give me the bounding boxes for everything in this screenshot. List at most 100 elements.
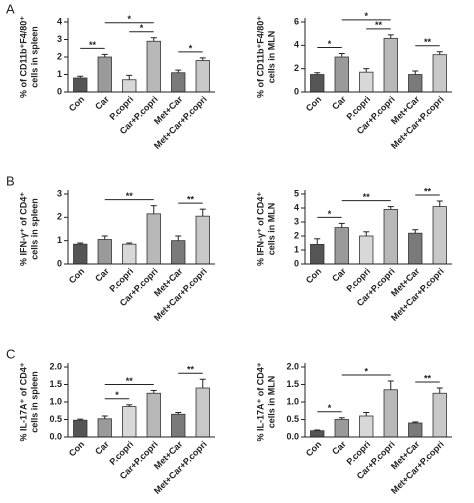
bar	[171, 72, 186, 93]
bar	[359, 235, 374, 265]
y-tick-label: 2.0	[49, 361, 62, 371]
x-tick-label: Car	[93, 94, 111, 112]
significance-label: **	[126, 376, 134, 386]
bar	[334, 56, 349, 93]
bar	[408, 422, 423, 438]
significance-label: **	[363, 192, 371, 202]
y-tick-label: 4	[294, 40, 299, 50]
bar	[310, 74, 325, 93]
bar	[359, 415, 374, 438]
y-tick-label: 4	[57, 16, 62, 26]
significance-label: *	[189, 43, 193, 53]
y-tick-label: 1.5	[49, 379, 62, 389]
bar	[432, 206, 447, 265]
y-tick-label: 1	[57, 69, 62, 79]
y-tick-label: 2	[57, 51, 62, 61]
y-tick-label: 2.0	[286, 361, 299, 371]
significance-label: *	[328, 209, 332, 219]
bar	[73, 243, 88, 265]
y-tick-label: 2	[294, 63, 299, 73]
bar	[122, 406, 137, 438]
y-tick-label: 1.0	[49, 396, 62, 406]
y-tick-label: 1	[294, 244, 299, 254]
bar	[310, 243, 325, 265]
y-tick-label: 3	[294, 216, 299, 226]
x-tick-label: Con	[304, 439, 323, 458]
bar	[383, 208, 398, 265]
x-tick-label: Con	[67, 439, 86, 458]
y-tick-label: 5	[294, 188, 299, 198]
y-tick-label: 0.5	[286, 414, 299, 424]
bar	[383, 37, 398, 93]
significance-label: *	[364, 366, 368, 376]
bar	[146, 40, 161, 93]
bar	[73, 77, 88, 93]
bar	[122, 79, 137, 93]
x-tick-label: Con	[67, 94, 86, 113]
y-axis-label: cells in MLN	[266, 31, 276, 84]
x-tick-label: Con	[304, 266, 323, 285]
significance-label: *	[115, 390, 119, 400]
bar	[408, 74, 423, 93]
bar	[146, 213, 161, 265]
bar	[334, 419, 349, 438]
bar	[432, 392, 447, 438]
y-tick-label: 0	[294, 258, 299, 268]
bar	[97, 239, 112, 265]
x-tick-label: Car	[93, 439, 111, 457]
y-axis-label: % of CD11b⁺F4/80⁺	[255, 16, 265, 98]
x-tick-label: Car	[330, 439, 348, 457]
x-tick-label: Car	[330, 266, 348, 284]
y-tick-label: 0.0	[286, 431, 299, 441]
bar	[171, 413, 186, 438]
significance-label: **	[187, 195, 195, 205]
y-axis-label: % IFN-γ⁺ of CD4⁺	[255, 192, 265, 266]
y-tick-label: 4	[294, 202, 299, 212]
panel-label: B	[6, 173, 15, 188]
bar	[122, 243, 137, 265]
bar	[432, 54, 447, 93]
significance-label: **	[126, 191, 134, 201]
bar	[383, 389, 398, 438]
x-tick-label: Con	[67, 266, 86, 285]
significance-label: **	[187, 365, 195, 375]
y-tick-label: 3	[57, 188, 62, 198]
significance-label: *	[364, 11, 368, 21]
x-tick-label: Con	[304, 94, 323, 113]
bar	[359, 71, 374, 93]
x-tick-label: Car	[93, 266, 111, 284]
significance-label: **	[375, 20, 383, 30]
bar	[195, 60, 210, 93]
significance-label: *	[328, 403, 332, 413]
significance-label: *	[328, 39, 332, 49]
y-tick-label: 1	[57, 235, 62, 245]
x-tick-label: Car	[330, 94, 348, 112]
y-tick-label: 2	[294, 230, 299, 240]
y-tick-label: 6	[294, 16, 299, 26]
bar	[195, 387, 210, 438]
panel-label: A	[6, 1, 15, 16]
y-tick-label: 2	[57, 212, 62, 222]
bar	[97, 418, 112, 438]
y-tick-label: 3	[57, 34, 62, 44]
significance-label: **	[89, 40, 97, 50]
y-tick-label: 0.5	[49, 414, 62, 424]
y-tick-label: 0	[294, 86, 299, 96]
bar	[146, 392, 161, 438]
panel-label: C	[6, 346, 15, 361]
y-axis-label: cells in spleen	[29, 371, 39, 433]
y-axis-label: cells in spleen	[29, 198, 39, 260]
y-tick-label: 0.0	[49, 431, 62, 441]
y-axis-label: % of CD11b⁺F4/80⁺	[18, 16, 28, 98]
y-axis-label: cells in MLN	[266, 203, 276, 256]
bar	[97, 56, 112, 93]
y-axis-label: % IFN-γ⁺ of CD4⁺	[18, 192, 28, 266]
bar	[408, 232, 423, 265]
significance-label: **	[424, 186, 432, 196]
y-axis-label: cells in spleen	[29, 26, 39, 88]
y-axis-label: cells in MLN	[266, 376, 276, 429]
significance-label: **	[424, 37, 432, 47]
bar	[195, 215, 210, 265]
y-axis-label: % IL-17A⁺ of CD4⁺	[255, 362, 265, 441]
